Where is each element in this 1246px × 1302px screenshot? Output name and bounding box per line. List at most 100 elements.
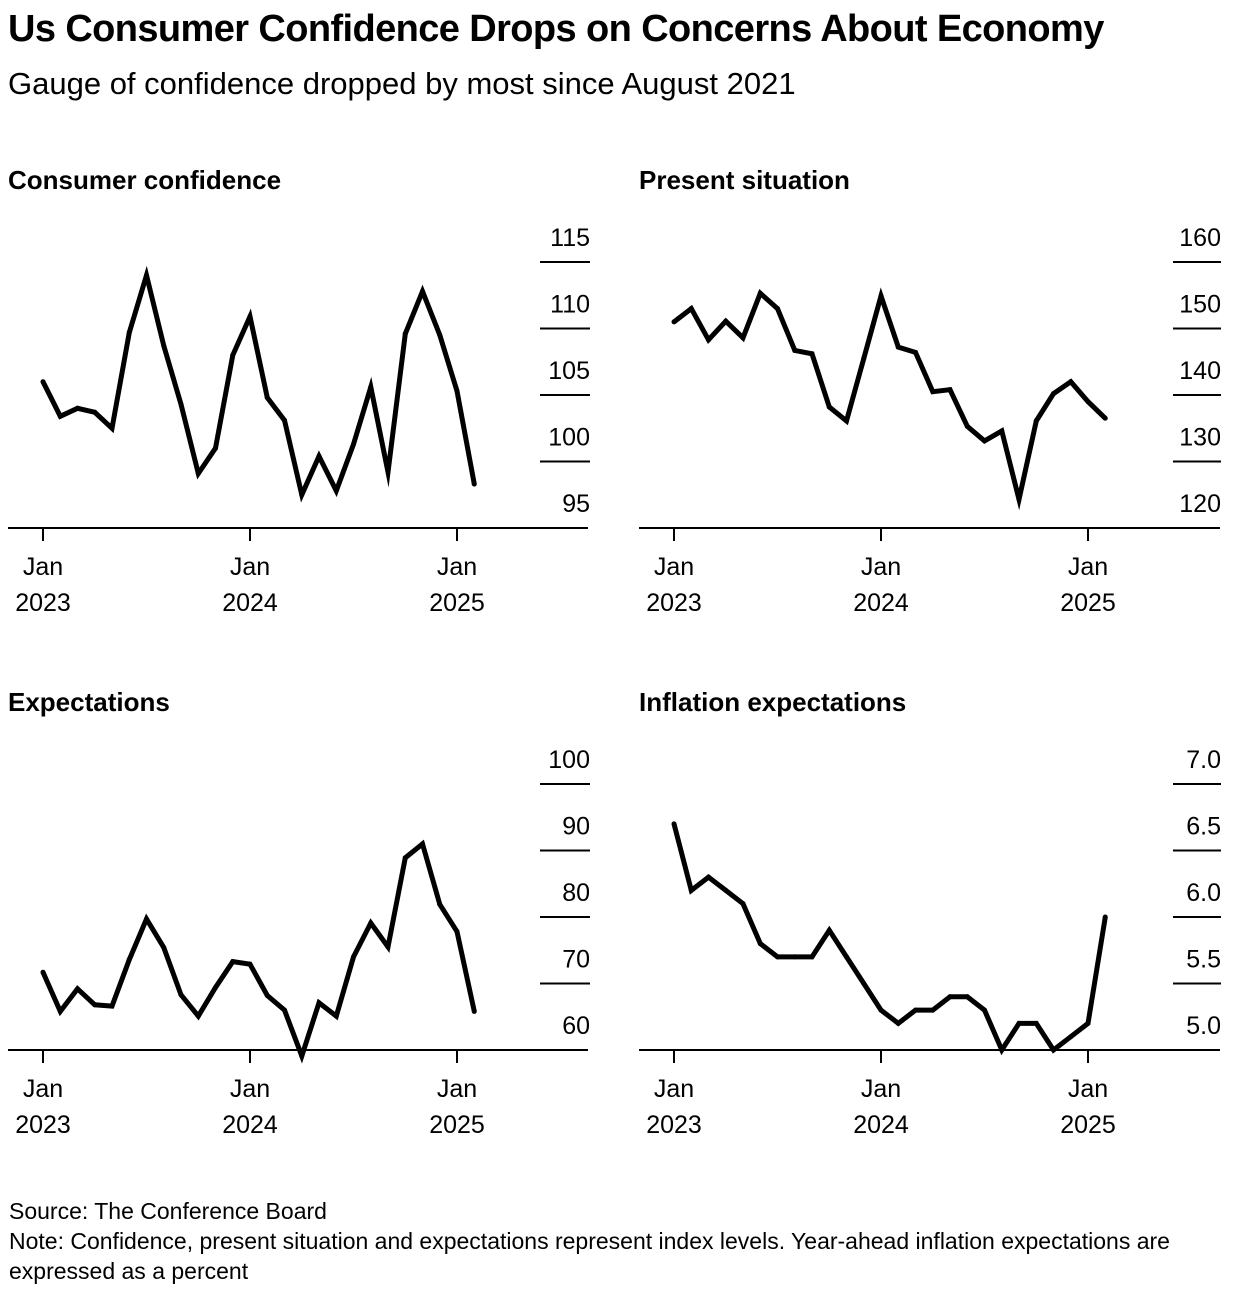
expectations-data-point-2025-02 xyxy=(471,1008,477,1014)
consumer-confidence-data-point-2023-02 xyxy=(57,413,63,419)
expectations-data-point-2025-01 xyxy=(454,929,460,935)
inflation-expectations-data-point-2024-03 xyxy=(913,1007,918,1013)
consumer-confidence-data-point-2024-01 xyxy=(247,314,253,320)
inflation-expectations-xtick-month-2: Jan xyxy=(1068,1075,1108,1103)
consumer-confidence-data-point-2024-04 xyxy=(299,492,305,498)
expectations-data-point-2023-10 xyxy=(195,1013,201,1019)
expectations-xtick-year-1: 2024 xyxy=(222,1111,278,1139)
present-situation-data-point-2023-10 xyxy=(826,404,832,410)
expectations-ytick-label-3: 70 xyxy=(562,946,590,974)
inflation-expectations-ytick-label-2: 6.0 xyxy=(1186,879,1221,907)
inflation-expectations-series-line xyxy=(671,823,1108,1056)
expectations-data-point-2024-05 xyxy=(316,1000,322,1006)
present-situation-data-point-2024-06 xyxy=(964,423,970,429)
inflation-expectations-data-point-2023-07 xyxy=(775,954,780,960)
inflation-expectations-data-point-2024-04 xyxy=(930,1007,936,1013)
consumer-confidence-data-point-2023-05 xyxy=(109,425,115,431)
consumer-confidence-data-point-2024-05 xyxy=(316,453,322,459)
present-situation-data-point-2023-05 xyxy=(740,335,746,341)
consumer-confidence-data-point-2023-12 xyxy=(230,352,236,358)
consumer-confidence-data-point-2024-11 xyxy=(420,288,425,294)
chart-title-present-situation: Present situation xyxy=(639,165,850,195)
present-situation-ytick-label-3: 130 xyxy=(1179,424,1221,452)
inflation-expectations-data-point-2023-01 xyxy=(671,821,677,827)
consumer-confidence-ytick-label-0: 115 xyxy=(550,224,590,252)
present-situation-xtick-month-2: Jan xyxy=(1068,553,1108,581)
inflation-expectations-ytick-label-0: 7.0 xyxy=(1186,746,1221,774)
inflation-expectations-data-point-2023-05 xyxy=(740,901,746,907)
present-situation-data-point-2023-07 xyxy=(775,306,780,312)
present-situation-data-point-2024-08 xyxy=(999,428,1005,434)
consumer-confidence-data-point-2024-02 xyxy=(264,395,270,401)
present-situation-data-point-2023-02 xyxy=(688,306,694,312)
inflation-expectations-data-point-2024-11 xyxy=(1051,1047,1056,1053)
consumer-confidence-data-point-2024-03 xyxy=(282,417,287,423)
expectations-data-point-2024-08 xyxy=(368,920,374,926)
expectations-data-point-2023-06 xyxy=(126,957,132,963)
inflation-expectations-data-point-2023-02 xyxy=(688,887,694,893)
inflation-expectations-data-point-2025-01 xyxy=(1085,1020,1091,1026)
present-situation-data-point-2024-12 xyxy=(1068,379,1074,385)
consumer-confidence-ytick-label-1: 110 xyxy=(550,291,590,319)
consumer-confidence-ytick-label-3: 100 xyxy=(548,424,590,452)
present-situation-ytick-label-4: 120 xyxy=(1179,490,1221,518)
consumer-confidence-data-point-2023-08 xyxy=(161,343,167,349)
present-situation-data-point-2024-04 xyxy=(930,389,936,395)
consumer-confidence-data-point-2024-08 xyxy=(368,384,374,390)
footer: Source: The Conference Board Note: Confi… xyxy=(9,1196,1229,1286)
expectations-data-point-2024-03 xyxy=(282,1007,287,1013)
inflation-expectations-data-point-2023-11 xyxy=(844,954,849,960)
note-text: Note: Confidence, present situation and … xyxy=(9,1228,1170,1284)
source-text: Source: The Conference Board xyxy=(9,1198,327,1224)
present-situation-data-point-2023-11 xyxy=(844,418,849,424)
consumer-confidence-ytick-label-4: 95 xyxy=(562,490,590,518)
inflation-expectations-ytick-label-4: 5.0 xyxy=(1186,1012,1221,1040)
inflation-expectations-data-point-2023-03 xyxy=(706,874,711,880)
expectations-xtick-month-0: Jan xyxy=(23,1075,63,1103)
expectations-data-point-2023-01 xyxy=(40,969,46,975)
expectations-data-point-2023-09 xyxy=(178,992,184,998)
inflation-expectations-ytick-label-1: 6.5 xyxy=(1186,813,1221,841)
present-situation-data-point-2024-09 xyxy=(1016,496,1022,502)
consumer-confidence-xtick-year-1: 2024 xyxy=(222,589,278,617)
consumer-confidence-data-point-2023-01 xyxy=(40,379,46,385)
expectations-xtick-year-2: 2025 xyxy=(429,1111,485,1139)
expectations-ytick-label-4: 60 xyxy=(562,1012,590,1040)
consumer-confidence-xtick-month-1: Jan xyxy=(230,553,270,581)
inflation-expectations-xtick-month-1: Jan xyxy=(861,1075,901,1103)
consumer-confidence-xtick-year-2: 2025 xyxy=(429,589,485,617)
expectations-xtick-year-0: 2023 xyxy=(15,1111,71,1139)
inflation-expectations-data-point-2024-05 xyxy=(947,994,953,1000)
present-situation-ytick-label-2: 140 xyxy=(1179,357,1221,385)
chart-title-inflation-expectations: Inflation expectations xyxy=(639,687,907,717)
present-situation-xtick-year-2: 2025 xyxy=(1060,589,1116,617)
inflation-expectations-data-point-2023-06 xyxy=(757,941,763,947)
inflation-expectations-data-point-2024-01 xyxy=(878,1007,884,1013)
expectations-data-point-2024-07 xyxy=(351,954,356,960)
expectations-data-point-2023-04 xyxy=(92,1002,98,1008)
expectations-ytick-label-1: 90 xyxy=(562,813,590,841)
present-situation-data-point-2023-08 xyxy=(792,347,798,353)
present-situation-data-point-2024-11 xyxy=(1051,391,1056,397)
present-situation-data-point-2023-09 xyxy=(809,351,815,357)
consumer-confidence-data-point-2024-10 xyxy=(402,331,408,337)
expectations-data-point-2023-07 xyxy=(144,916,149,922)
expectations-data-point-2023-03 xyxy=(75,986,80,992)
present-situation-data-point-2024-02 xyxy=(895,344,901,350)
present-situation-data-point-2025-02 xyxy=(1102,415,1108,421)
consumer-confidence-xtick-year-0: 2023 xyxy=(15,589,71,617)
expectations-data-point-2023-08 xyxy=(161,945,167,951)
present-situation-xtick-year-0: 2023 xyxy=(646,589,702,617)
consumer-confidence-ytick-label-2: 105 xyxy=(548,357,590,385)
consumer-confidence-data-point-2025-02 xyxy=(471,481,477,487)
consumer-confidence-data-point-2023-09 xyxy=(178,401,184,407)
inflation-expectations-xtick-year-0: 2023 xyxy=(646,1111,702,1139)
expectations-data-point-2023-02 xyxy=(57,1008,63,1014)
present-situation-xtick-year-1: 2024 xyxy=(853,589,909,617)
inflation-expectations-data-point-2024-06 xyxy=(964,994,970,1000)
consumer-confidence-data-point-2024-07 xyxy=(351,441,356,447)
consumer-confidence-data-point-2024-09 xyxy=(385,469,391,475)
consumer-confidence-data-point-2024-12 xyxy=(437,332,443,338)
inflation-expectations-xtick-month-0: Jan xyxy=(654,1075,694,1103)
